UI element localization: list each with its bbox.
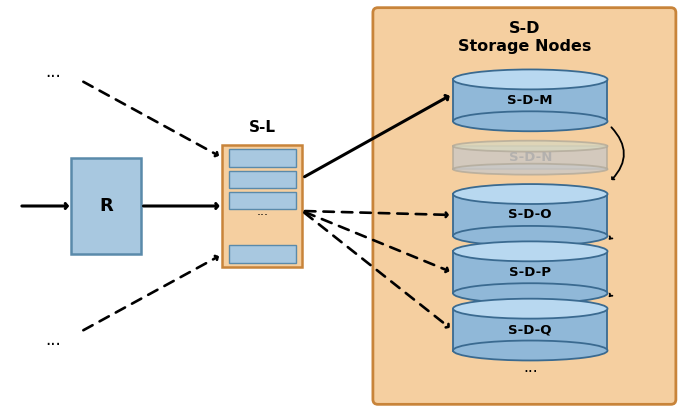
Text: S-D-M: S-D-M [508, 94, 553, 107]
Text: S-D-N: S-D-N [508, 151, 552, 164]
Ellipse shape [453, 164, 608, 175]
FancyBboxPatch shape [229, 171, 296, 188]
Text: S-D
Storage Nodes: S-D Storage Nodes [458, 21, 591, 54]
FancyBboxPatch shape [229, 246, 296, 263]
Text: S-D-O: S-D-O [508, 208, 552, 222]
FancyBboxPatch shape [453, 80, 608, 121]
Ellipse shape [453, 241, 608, 261]
Text: R: R [99, 197, 113, 215]
FancyBboxPatch shape [373, 8, 676, 404]
Text: ...: ... [523, 360, 538, 375]
FancyBboxPatch shape [453, 194, 608, 236]
Text: S-D-P: S-D-P [509, 266, 552, 279]
Ellipse shape [453, 111, 608, 131]
Ellipse shape [453, 140, 608, 152]
Text: ...: ... [45, 330, 61, 349]
Text: S-D-Q: S-D-Q [508, 323, 552, 336]
Ellipse shape [453, 184, 608, 204]
FancyBboxPatch shape [71, 158, 141, 254]
FancyBboxPatch shape [229, 192, 296, 209]
FancyBboxPatch shape [453, 251, 608, 293]
Ellipse shape [453, 341, 608, 360]
FancyBboxPatch shape [222, 145, 302, 267]
Ellipse shape [453, 299, 608, 318]
FancyBboxPatch shape [453, 146, 608, 169]
Ellipse shape [453, 283, 608, 303]
Ellipse shape [453, 226, 608, 246]
Text: ...: ... [257, 205, 268, 218]
FancyBboxPatch shape [453, 309, 608, 351]
Ellipse shape [453, 70, 608, 89]
Text: S-L: S-L [249, 120, 276, 135]
FancyBboxPatch shape [229, 149, 296, 166]
Text: ...: ... [45, 63, 61, 82]
